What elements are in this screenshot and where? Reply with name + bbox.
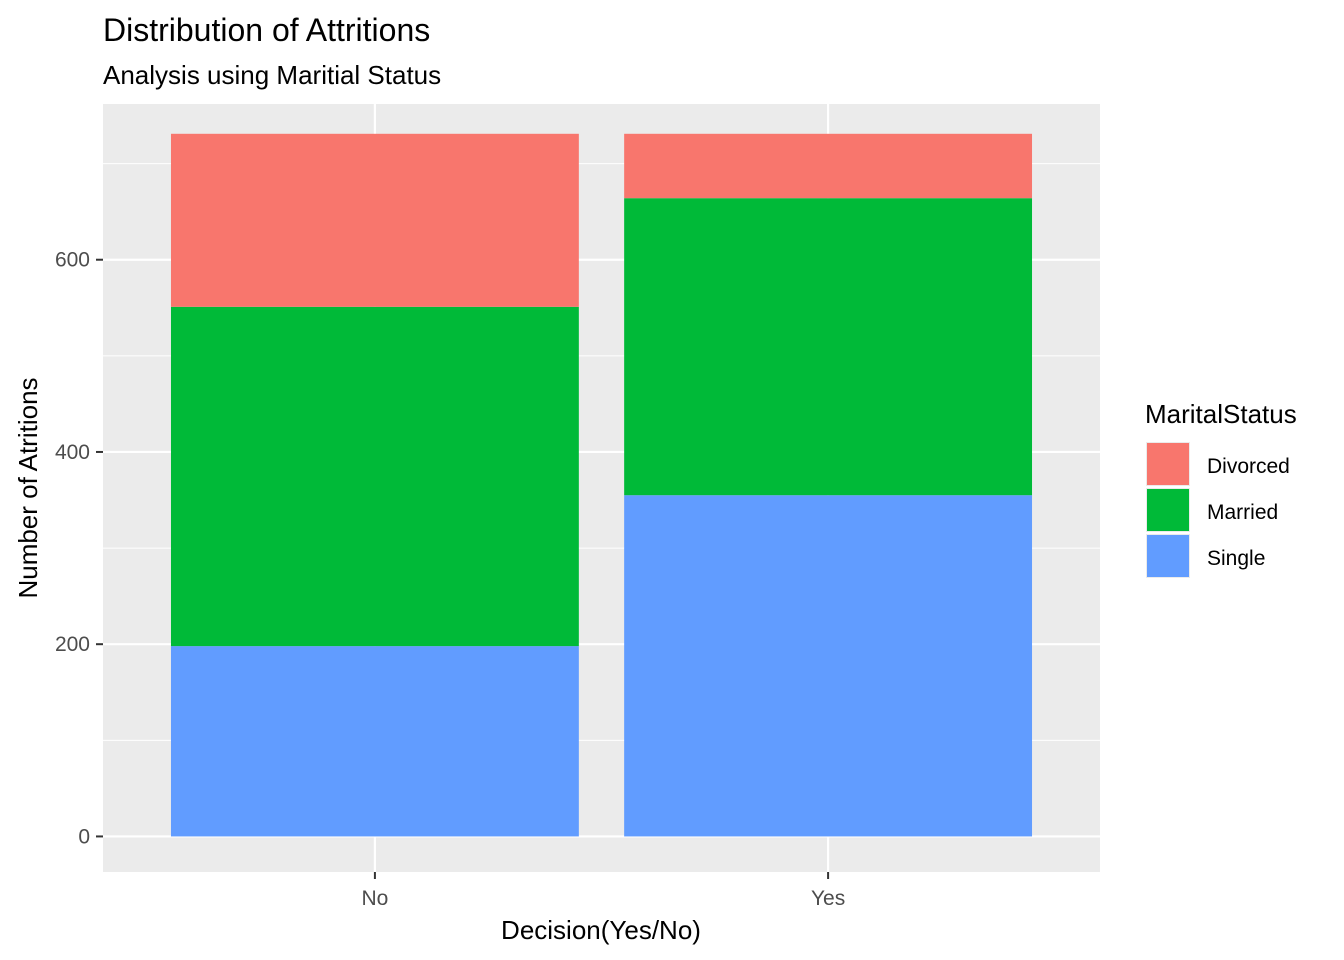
legend-swatch-single — [1147, 535, 1189, 577]
legend-title: MaritalStatus — [1145, 399, 1297, 429]
x-axis-title: Decision(Yes/No) — [501, 915, 701, 945]
legend-swatch-married — [1147, 489, 1189, 531]
bars — [170, 133, 1033, 837]
bar-married-yes — [624, 198, 1033, 496]
legend-label-single: Single — [1207, 547, 1265, 570]
y-tick-label: 600 — [55, 249, 90, 272]
legend-label-divorced: Divorced — [1207, 455, 1290, 478]
chart-title: Distribution of Attritions — [103, 12, 430, 48]
legend-label-married: Married — [1207, 501, 1278, 524]
y-tick-label: 400 — [55, 441, 90, 464]
bar-divorced-yes — [624, 133, 1033, 199]
x-tick-label: Yes — [811, 887, 845, 910]
bar-single-no — [170, 646, 579, 837]
bar-single-yes — [624, 495, 1033, 837]
y-tick-label: 200 — [55, 633, 90, 656]
y-axis: 0 200 400 600 — [55, 249, 103, 848]
y-tick-label: 0 — [78, 825, 90, 848]
bar-divorced-no — [170, 133, 579, 307]
y-axis-title: Number of Atritions — [13, 377, 43, 598]
x-tick-label: No — [361, 887, 388, 910]
x-axis: No Yes — [361, 872, 845, 910]
chart-subtitle: Analysis using Maritial Status — [103, 60, 441, 90]
legend: MaritalStatus Divorced Married Single — [1145, 399, 1297, 578]
legend-swatch-divorced — [1147, 443, 1189, 485]
bar-married-no — [170, 306, 579, 647]
